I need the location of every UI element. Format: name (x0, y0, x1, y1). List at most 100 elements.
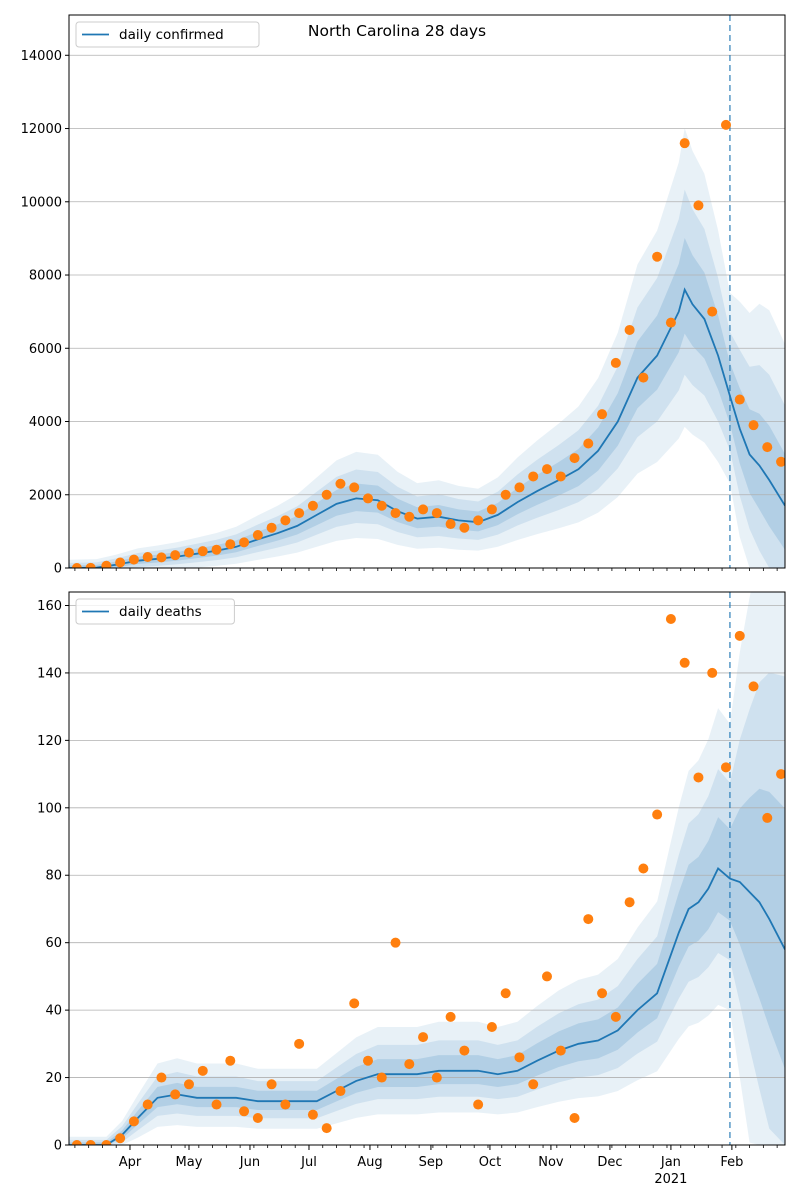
data-point (294, 1038, 305, 1049)
data-point (266, 522, 277, 533)
data-point (624, 324, 635, 335)
data-point (211, 1099, 222, 1110)
data-point (555, 1045, 566, 1056)
data-point (569, 1113, 580, 1124)
x-tick-label: Dec (597, 1155, 622, 1170)
deaths-panel: 0 20 40 60 80 100 120 140 160 Apr May Jun Jul Aug Sep O… (37, 591, 786, 1187)
data-point (71, 1140, 82, 1145)
uncertainty-bands (69, 128, 785, 568)
uncertainty-band-1 (69, 128, 785, 568)
data-point (280, 515, 291, 526)
data-point (85, 1140, 96, 1145)
data-point (225, 539, 236, 550)
x-tick-label: Aug (357, 1155, 382, 1170)
data-point (294, 508, 305, 519)
data-point (624, 897, 635, 908)
data-point (610, 357, 621, 368)
plot-frame (68, 14, 786, 569)
data-point (115, 557, 126, 568)
legend: daily confirmed (75, 21, 260, 48)
y-tick-label: 2000 (29, 488, 62, 503)
data-point (473, 515, 484, 526)
data-point (183, 547, 194, 558)
x-tick-label: Nov (538, 1155, 564, 1170)
data-point (362, 493, 373, 504)
data-point (266, 1079, 277, 1090)
data-point (418, 504, 429, 515)
data-point (528, 471, 539, 482)
uncertainty-band-2 (69, 189, 785, 568)
data-point (638, 863, 649, 874)
y-tick-label: 60 (45, 936, 62, 951)
data-point (211, 544, 222, 555)
data-point (720, 119, 731, 130)
data-point (115, 1133, 126, 1144)
y-tick-label: 12000 (21, 122, 62, 137)
data-point (776, 456, 785, 467)
x-tick-label: Jul (300, 1155, 317, 1170)
data-point (762, 442, 773, 453)
x-tick-label: Feb (720, 1155, 743, 1170)
data-point (569, 453, 580, 464)
data-point (390, 508, 401, 519)
data-point (431, 1072, 442, 1083)
y-tick-label: 10000 (21, 195, 62, 210)
data-point (142, 552, 153, 563)
data-point (459, 1045, 470, 1056)
legend-box (75, 598, 235, 625)
data-point (597, 988, 608, 999)
data-point (445, 519, 456, 530)
y-tick-label: 140 (37, 666, 62, 681)
data-point (776, 769, 785, 780)
data-point (541, 464, 552, 475)
data-point (239, 537, 250, 548)
data-point (170, 550, 181, 561)
data-point (638, 372, 649, 383)
data-point (679, 657, 690, 668)
data-point (734, 630, 745, 641)
data-point (335, 1086, 346, 1097)
data-point (335, 478, 346, 489)
data-point (101, 560, 112, 568)
data-point (197, 1065, 208, 1076)
plot-frame (68, 591, 786, 1146)
chart-title: North Carolina 28 days (308, 22, 486, 40)
data-point (307, 1109, 318, 1120)
data-point (486, 1021, 497, 1032)
data-point (528, 1079, 539, 1090)
y-tick-label: 14000 (21, 49, 62, 64)
data-point (197, 546, 208, 557)
data-point (252, 1113, 263, 1124)
y-tick-label: 4000 (29, 415, 62, 430)
uncertainty-band-1 (69, 592, 785, 1145)
data-point (583, 438, 594, 449)
legend-label: daily confirmed (119, 27, 224, 43)
data-point (665, 613, 676, 624)
confirmed-panel: 0 2000 4000 6000 8000 10000 12000 14000 North Ca… (21, 14, 786, 577)
data-point (321, 1123, 332, 1134)
data-point (307, 500, 318, 511)
data-point (734, 394, 745, 405)
data-point (514, 482, 525, 493)
data-point (459, 522, 470, 533)
uncertainty-band-3 (69, 238, 785, 568)
data-point (156, 1072, 167, 1083)
x-tick-label: Jan (660, 1155, 681, 1170)
data-point (679, 138, 690, 149)
data-point (541, 971, 552, 982)
data-point (720, 762, 731, 773)
data-point (349, 998, 360, 1009)
data-point (514, 1052, 525, 1063)
data-point (321, 489, 332, 500)
data-point (183, 1079, 194, 1090)
data-point (376, 1072, 387, 1083)
data-point (748, 681, 759, 692)
data-point (156, 552, 167, 563)
data-point (665, 317, 676, 328)
x-year-label: 2021 (654, 1172, 687, 1187)
y-tick-label: 120 (37, 734, 62, 749)
data-point (693, 200, 704, 211)
data-point (142, 1099, 153, 1110)
data-point (707, 306, 718, 317)
